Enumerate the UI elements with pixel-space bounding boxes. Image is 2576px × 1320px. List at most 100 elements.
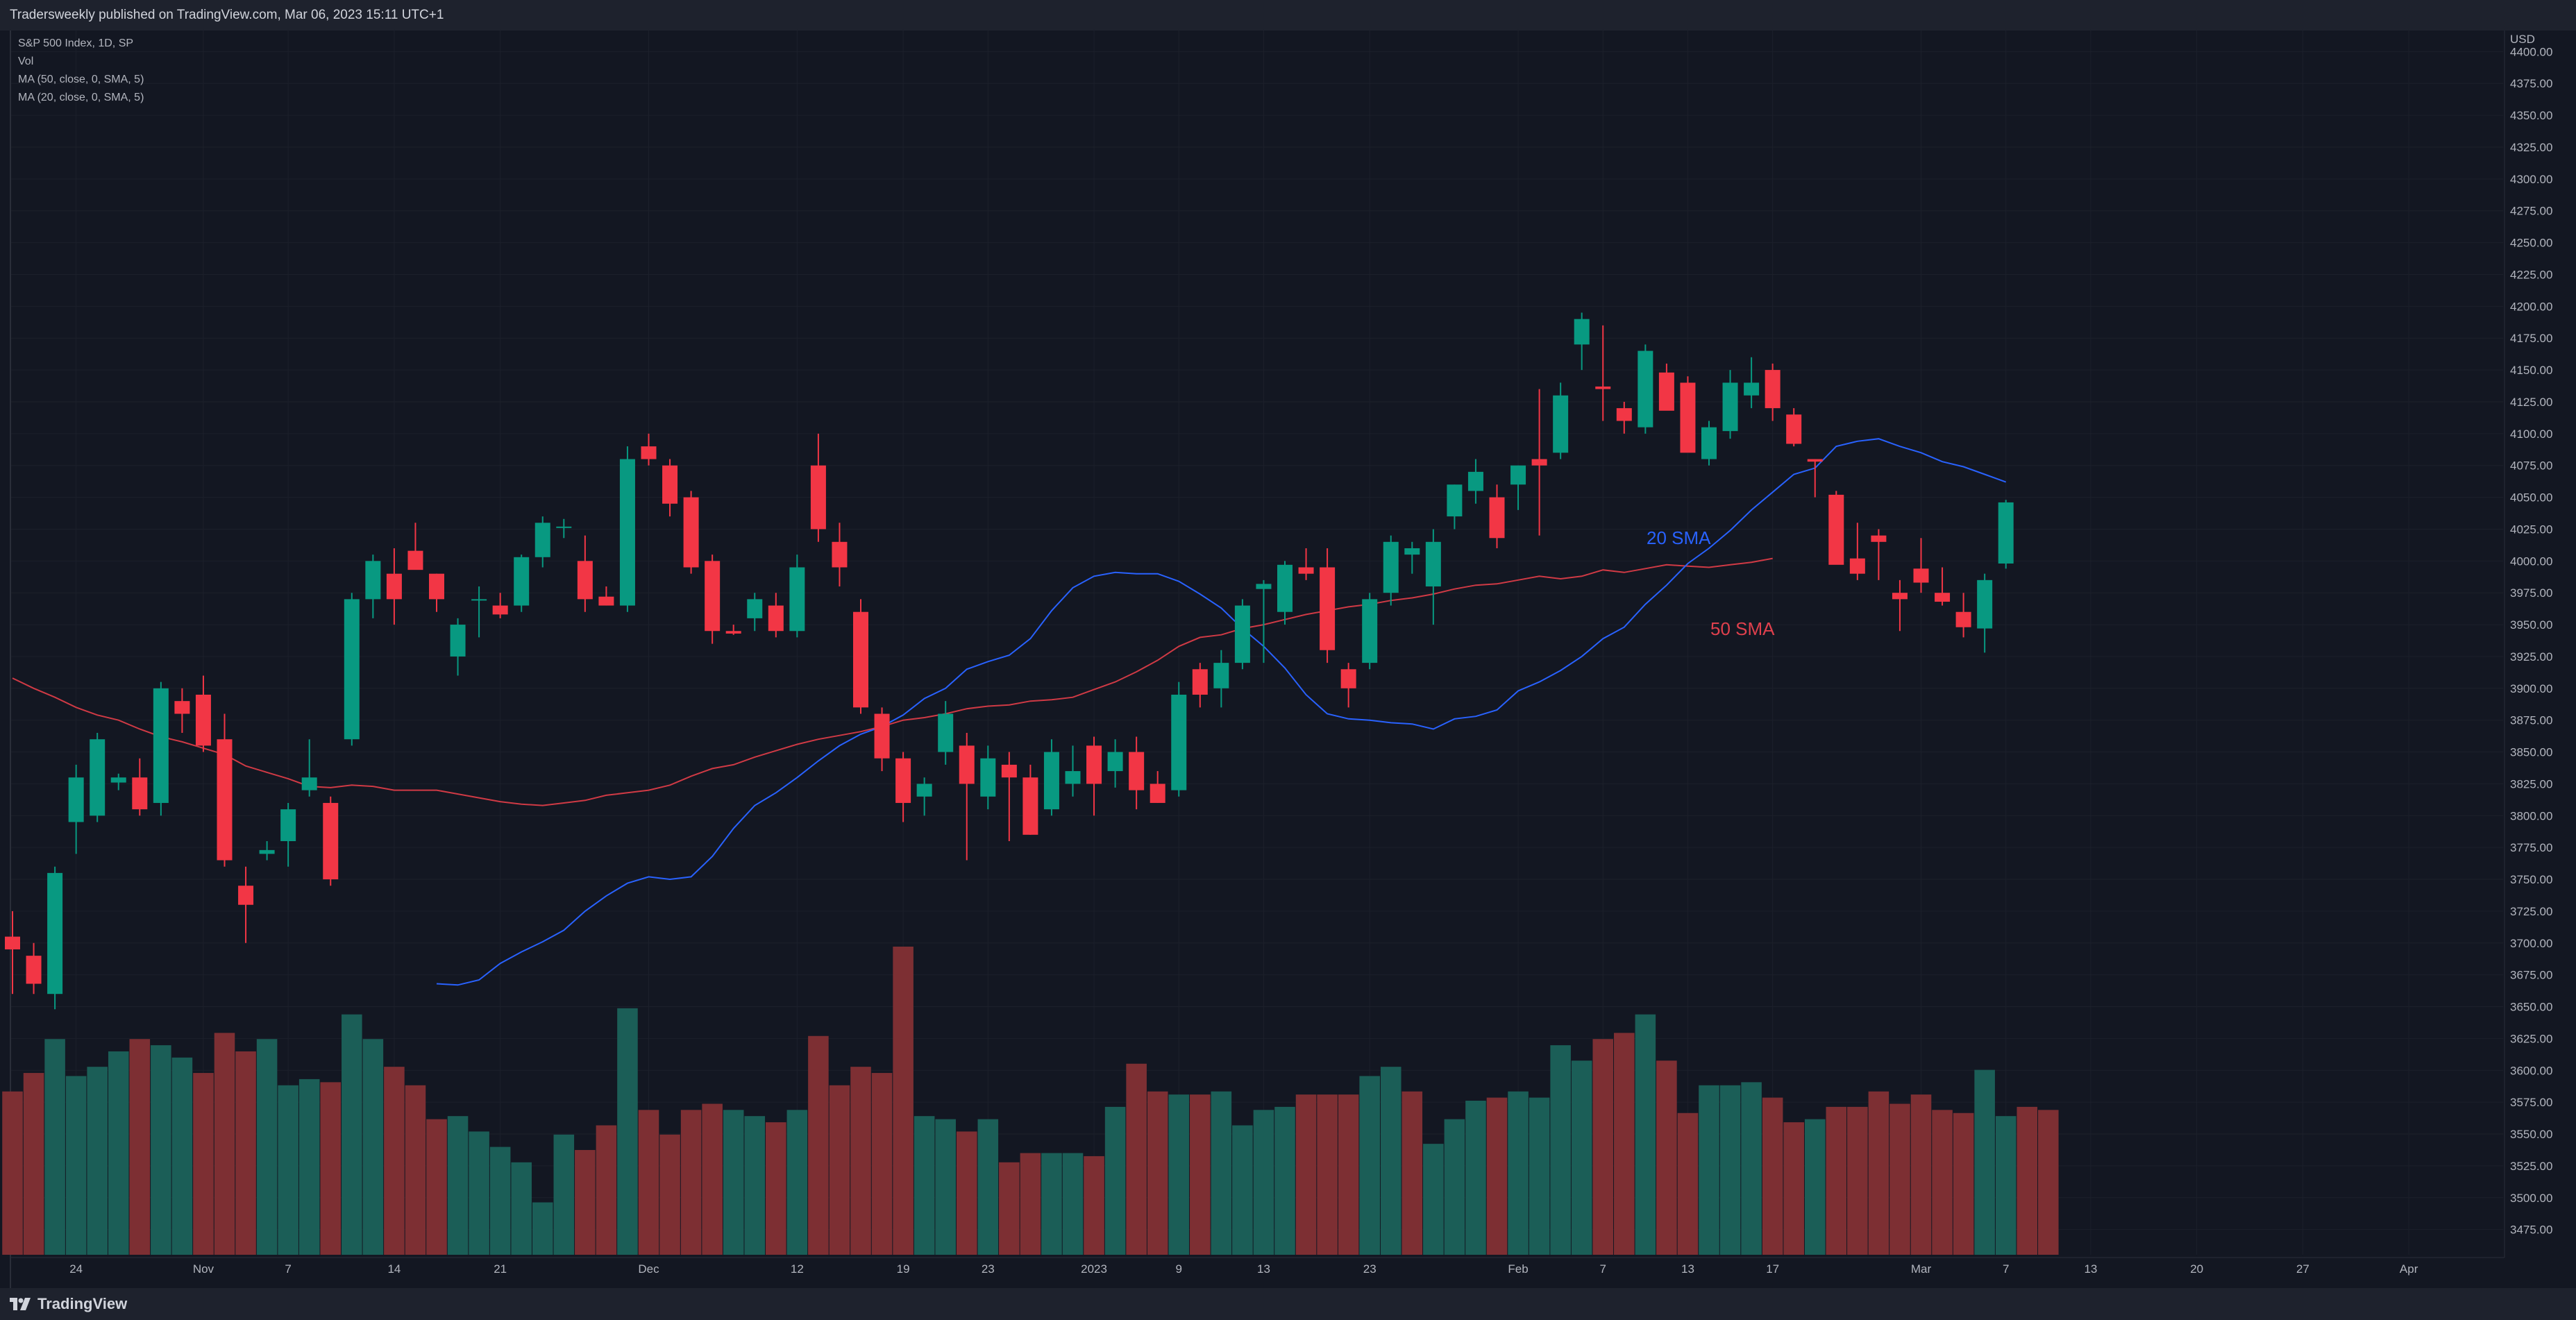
candle-body <box>1022 777 1038 835</box>
candle <box>386 548 402 625</box>
price-axis-tick: 4000.00 <box>2510 555 2552 568</box>
tradingview-logo[interactable]: TradingView <box>10 1295 127 1313</box>
candle-body <box>1510 465 1526 485</box>
volume-bar <box>956 1131 977 1255</box>
candle <box>789 555 805 638</box>
candle-body <box>959 745 975 784</box>
candle-body <box>1574 319 1590 345</box>
candle-body <box>1871 535 1887 542</box>
candle <box>1510 465 1526 510</box>
candle-body <box>344 599 360 740</box>
candle-body <box>1298 567 1314 574</box>
price-axis-tick: 3600.00 <box>2510 1064 2552 1077</box>
candle <box>1638 344 1653 434</box>
legend-volume[interactable]: Vol <box>18 56 34 67</box>
candle <box>1425 529 1441 625</box>
price-axis-tick: 4150.00 <box>2510 364 2552 377</box>
time-axis-tick: 17 <box>1766 1262 1779 1276</box>
candle-body <box>238 886 254 905</box>
volume-bar <box>44 1039 65 1255</box>
candle-body <box>514 557 530 606</box>
candle <box>153 682 169 816</box>
candle <box>1362 593 1378 670</box>
chart-frame[interactable] <box>10 31 2576 1288</box>
candle <box>1404 541 1420 574</box>
price-axis-tick: 4400.00 <box>2510 45 2552 58</box>
candle-body <box>90 739 106 816</box>
volume-bar <box>1020 1153 1041 1255</box>
candle-body <box>980 758 996 797</box>
legend-symbol[interactable]: S&P 500 Index, 1D, SP <box>18 37 134 49</box>
volume-bar <box>447 1116 469 1255</box>
volume-bar <box>999 1162 1020 1255</box>
candle-body <box>1807 459 1823 462</box>
sma50-line <box>12 557 1773 806</box>
volume-bar <box>766 1122 786 1255</box>
candle <box>577 535 593 612</box>
time-axis-tick: 21 <box>494 1262 507 1276</box>
candle-body <box>407 550 423 570</box>
price-axis-tick: 3850.00 <box>2510 746 2552 759</box>
price-axis-tick: 4175.00 <box>2510 332 2552 345</box>
candle-body <box>1638 350 1653 428</box>
candle <box>259 841 275 861</box>
time-axis-tick: 14 <box>387 1262 401 1276</box>
volume-bar <box>1847 1106 1868 1255</box>
candle <box>344 593 360 746</box>
candle-body <box>450 625 466 657</box>
time-axis-tick: 2023 <box>1081 1262 1107 1276</box>
candle <box>1701 421 1717 466</box>
volume-bar <box>1084 1156 1104 1255</box>
candle-body <box>1701 427 1717 459</box>
sma20-line <box>436 438 2007 986</box>
candle <box>853 599 868 714</box>
candle-body <box>1765 370 1781 409</box>
candle <box>725 625 741 635</box>
candle-body <box>1935 593 1951 602</box>
volume-bar <box>702 1103 723 1255</box>
volume-bar <box>893 947 914 1255</box>
legend-ma20[interactable]: MA (20, close, 0, SMA, 5) <box>18 92 144 103</box>
price-axis-tick: 3725.00 <box>2510 905 2552 918</box>
volume-bar <box>1423 1144 1444 1255</box>
candle <box>90 733 106 822</box>
time-axis-tick: 13 <box>1257 1262 1270 1276</box>
volume-bar <box>871 1073 893 1255</box>
candle <box>1001 752 1017 841</box>
volume-bar <box>87 1067 108 1255</box>
candle <box>1955 593 1971 638</box>
price-axis-tick: 3975.00 <box>2510 586 2552 600</box>
volume-bar <box>596 1125 617 1255</box>
price-axis-tick: 4275.00 <box>2510 205 2552 218</box>
candle <box>1786 408 1802 447</box>
candle-body <box>1065 771 1081 784</box>
candle <box>407 523 423 570</box>
volume-bar <box>617 1008 638 1255</box>
candle <box>1722 370 1738 439</box>
price-axis-tick: 3500.00 <box>2510 1192 2552 1205</box>
candle-body <box>1849 558 1865 574</box>
candle <box>641 433 657 466</box>
volume-bar <box>362 1039 384 1255</box>
time-axis-tick: 7 <box>285 1262 291 1276</box>
price-axis-tick: 3875.00 <box>2510 714 2552 727</box>
candle <box>1022 764 1038 835</box>
candle <box>217 713 233 867</box>
candle-body <box>768 605 784 632</box>
candle-body <box>705 561 721 632</box>
volume-bar <box>1253 1110 1274 1255</box>
candle <box>301 739 317 797</box>
candle-body <box>534 523 550 557</box>
legend-ma50[interactable]: MA (50, close, 0, SMA, 5) <box>18 74 144 85</box>
volume-bar <box>1635 1014 1656 1255</box>
candle <box>514 555 530 612</box>
candle-body <box>1913 568 1929 583</box>
volume-bar <box>1910 1094 1932 1255</box>
candle-body <box>662 465 678 504</box>
price-axis-tick: 3525.00 <box>2510 1160 2552 1173</box>
candle <box>916 777 932 816</box>
candle-body <box>1680 382 1696 453</box>
volume-bar <box>214 1033 235 1255</box>
candle-body <box>195 694 211 746</box>
